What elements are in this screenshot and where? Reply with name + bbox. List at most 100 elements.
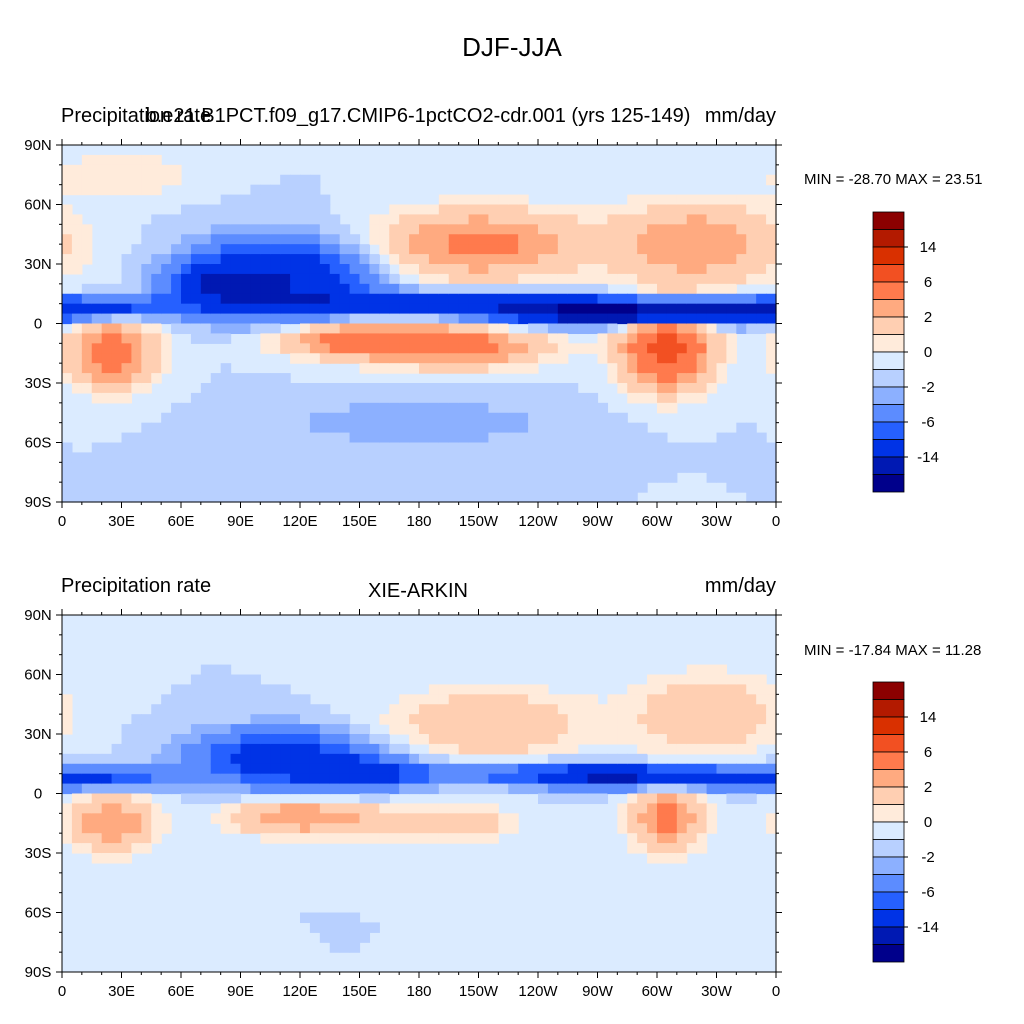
field-cell bbox=[538, 412, 549, 424]
field-cell bbox=[319, 492, 331, 503]
x-tick-label: 180 bbox=[406, 513, 431, 530]
field-cell bbox=[62, 704, 73, 715]
field-cell bbox=[756, 224, 767, 235]
field-cell bbox=[260, 184, 271, 196]
field-cell bbox=[339, 724, 351, 735]
field-cell bbox=[696, 773, 708, 785]
field-cell bbox=[637, 843, 648, 854]
field-cell bbox=[746, 303, 757, 315]
field-cell bbox=[557, 793, 569, 805]
field-cell bbox=[438, 343, 450, 354]
field-cell bbox=[746, 234, 757, 245]
field-cell bbox=[200, 234, 212, 245]
field-cell bbox=[399, 462, 410, 473]
field-cell bbox=[587, 724, 599, 735]
field-cell bbox=[508, 823, 519, 834]
field-cell bbox=[696, 353, 708, 364]
field-cell bbox=[190, 264, 202, 275]
field-cell bbox=[478, 313, 490, 325]
colorbar-tick-label: 14 bbox=[920, 709, 937, 726]
field-cell bbox=[300, 254, 311, 265]
field-cell bbox=[329, 724, 341, 735]
field-cell bbox=[260, 234, 271, 245]
field-cell bbox=[448, 283, 460, 295]
field-cell bbox=[597, 333, 609, 344]
field-cell bbox=[409, 482, 420, 493]
field-cell bbox=[141, 273, 152, 285]
field-cell bbox=[230, 674, 242, 686]
field-cell bbox=[518, 492, 529, 503]
field-cell bbox=[111, 853, 123, 864]
field-cell bbox=[409, 422, 420, 434]
field-cell bbox=[657, 472, 668, 483]
colorbar-tick-label: 0 bbox=[924, 814, 932, 831]
field-cell bbox=[468, 204, 480, 216]
field-cell bbox=[329, 763, 341, 775]
field-cell bbox=[637, 283, 648, 295]
field-cell bbox=[319, 823, 331, 834]
field-cell bbox=[557, 392, 569, 404]
field-cell bbox=[488, 823, 499, 834]
field-cell bbox=[240, 373, 252, 384]
field-cell bbox=[300, 353, 311, 364]
field-cell bbox=[676, 204, 688, 216]
field-cell bbox=[81, 244, 93, 255]
field-cell bbox=[528, 452, 539, 463]
field-cell bbox=[538, 244, 549, 255]
field-cell bbox=[111, 164, 123, 176]
field-cell bbox=[200, 462, 212, 473]
field-cell bbox=[161, 214, 172, 225]
field-cell bbox=[101, 793, 113, 805]
field-cell bbox=[71, 174, 83, 186]
field-cell bbox=[756, 763, 767, 775]
field-cell bbox=[290, 174, 301, 186]
field-cell bbox=[131, 472, 142, 483]
field-cell bbox=[696, 684, 708, 695]
field-cell bbox=[538, 313, 549, 325]
field-cell bbox=[290, 293, 301, 305]
field-cell bbox=[389, 283, 400, 295]
field-cell bbox=[121, 763, 133, 775]
field-cell bbox=[686, 323, 698, 335]
field-cell bbox=[468, 724, 480, 735]
field-cell bbox=[121, 482, 133, 493]
field-cell bbox=[300, 412, 311, 424]
field-cell bbox=[458, 813, 470, 824]
field-cell bbox=[706, 273, 718, 285]
field-cell bbox=[62, 452, 73, 463]
field-cell bbox=[438, 482, 450, 493]
field-cell bbox=[726, 333, 737, 344]
field-cell bbox=[419, 452, 430, 463]
field-cell bbox=[468, 293, 480, 305]
field-cell bbox=[676, 313, 688, 325]
field-cell bbox=[230, 803, 242, 814]
x-tick-label: 90W bbox=[582, 513, 614, 530]
field-cell bbox=[280, 704, 291, 715]
field-cell bbox=[627, 833, 638, 844]
colorbar-tick-label: -6 bbox=[921, 414, 934, 431]
field-cell bbox=[518, 254, 529, 265]
field-cell bbox=[686, 373, 698, 384]
field-cell bbox=[478, 383, 490, 394]
field-cell bbox=[538, 452, 549, 463]
field-cell bbox=[111, 154, 123, 166]
field-cell bbox=[428, 724, 440, 735]
field-cell bbox=[438, 783, 450, 795]
field-cell bbox=[766, 273, 777, 285]
field-cell bbox=[71, 234, 83, 245]
field-cell bbox=[210, 303, 222, 315]
field-cell bbox=[220, 743, 232, 755]
field-cell bbox=[756, 234, 767, 245]
field-cell bbox=[617, 273, 628, 285]
field-cell bbox=[458, 422, 470, 434]
colorbar-tick-label: 0 bbox=[924, 344, 932, 361]
field-cell bbox=[657, 373, 668, 384]
field-cell bbox=[62, 224, 73, 235]
field-cell bbox=[220, 214, 232, 225]
field-cell bbox=[300, 293, 311, 305]
field-cell bbox=[300, 783, 311, 795]
field-cell bbox=[597, 763, 609, 775]
field-cell bbox=[419, 254, 430, 265]
field-cell bbox=[290, 803, 301, 814]
field-cell bbox=[339, 333, 351, 344]
